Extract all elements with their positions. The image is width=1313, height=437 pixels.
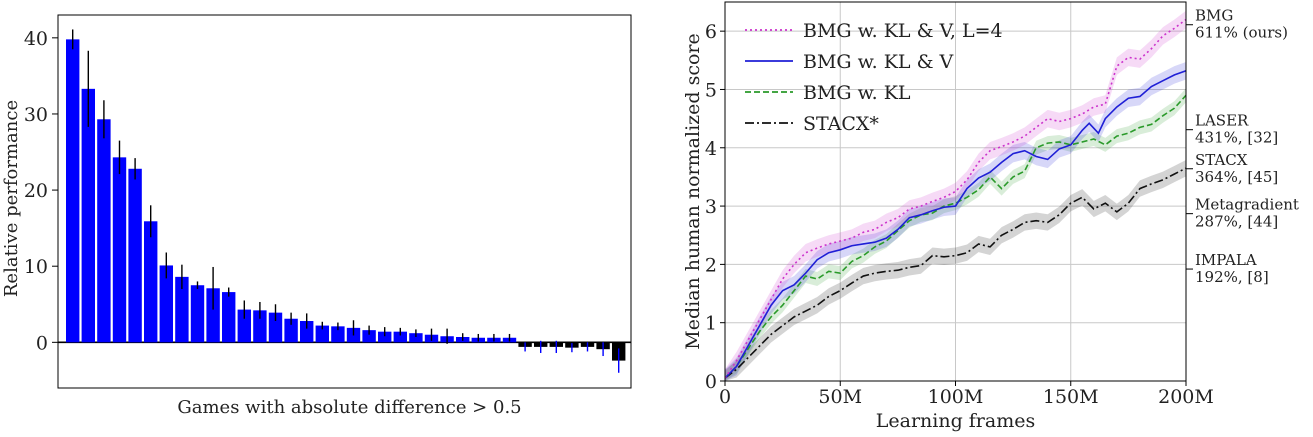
bar	[409, 333, 423, 343]
line-chart: 0 1 2 3 4 5 6 0 50M 100M 150M 200M Learning frames Me…	[682, 1, 1299, 432]
bar	[331, 326, 345, 343]
y-tick-label: 20	[24, 180, 48, 202]
bar	[112, 157, 127, 343]
series-line	[725, 70, 1186, 379]
bar	[159, 265, 173, 343]
y-axis-label: Median human normalized score	[682, 33, 704, 350]
bar	[66, 39, 80, 343]
bar	[393, 331, 407, 343]
legend-label: BMG w. KL	[803, 82, 911, 104]
annotation-label: STACX	[1195, 151, 1248, 169]
y-tick-label: 0	[36, 332, 48, 354]
bar	[315, 325, 329, 343]
y-tick-label: 0	[705, 371, 717, 393]
bar-chart: 0 10 20 30 40 Games with absolute difference …	[1, 14, 632, 418]
bar	[362, 330, 376, 343]
bar	[268, 312, 283, 343]
y-tick-label: 3	[705, 196, 717, 218]
bar	[190, 285, 205, 343]
bar	[300, 321, 314, 343]
x-tick-label: 0	[719, 386, 731, 408]
annotation-value: 431%, [32]	[1195, 129, 1278, 147]
y-tick-label: 30	[24, 104, 48, 126]
annotation-value: 364%, [45]	[1195, 168, 1278, 186]
bar	[128, 168, 142, 343]
bar	[237, 309, 251, 343]
bar	[378, 331, 392, 343]
bar	[253, 310, 267, 343]
y-axis-label: Relative performance	[1, 100, 22, 297]
legend-label: BMG w. KL & V	[803, 51, 954, 73]
x-tick-label: 200M	[1158, 386, 1214, 408]
series-line	[725, 94, 1186, 379]
annotation-label: Metagradient	[1195, 196, 1299, 214]
x-tick-label: 100M	[928, 386, 984, 408]
bar	[81, 88, 95, 343]
y-tick-label: 40	[24, 28, 48, 50]
x-tick-label: 150M	[1043, 386, 1099, 408]
series-band	[725, 160, 1186, 381]
legend-label: BMG w. KL & V, L=4	[803, 20, 1003, 42]
bar	[284, 318, 298, 343]
annotation-label: IMPALA	[1195, 251, 1257, 269]
series-band	[725, 62, 1186, 381]
annotation-value: 192%, [8]	[1195, 268, 1269, 286]
annotation-value: 611% (ours)	[1195, 24, 1288, 42]
annotation-label: BMG	[1195, 7, 1233, 25]
x-axis-label: Games with absolute difference > 0.5	[177, 397, 521, 418]
legend-label: STACX*	[803, 113, 879, 135]
bar	[206, 288, 220, 343]
annotation-value: 287%, [44]	[1195, 213, 1278, 231]
bar	[97, 119, 111, 343]
y-tick-label: 6	[705, 21, 717, 43]
y-tick-label: 2	[705, 254, 717, 276]
y-tick-label: 5	[705, 79, 717, 101]
series-band	[725, 10, 1186, 381]
y-tick-label: 10	[24, 256, 48, 278]
y-tick-label: 4	[705, 138, 717, 160]
x-tick-label: 50M	[818, 386, 862, 408]
bar-axes-frame	[57, 14, 632, 389]
bar	[222, 292, 236, 343]
annotation-label: LASER	[1195, 112, 1249, 130]
plot-area	[725, 10, 1186, 381]
legend: BMG w. KL & V, L=4 BMG w. KL & V BMG w. KL…	[745, 20, 1003, 135]
bar	[175, 276, 189, 343]
bar	[144, 221, 158, 343]
y-tick-label: 1	[705, 313, 717, 335]
x-axis-label: Learning frames	[876, 410, 1035, 432]
